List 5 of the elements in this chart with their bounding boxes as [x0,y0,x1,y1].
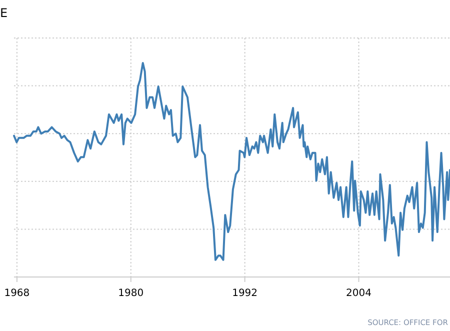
x-tick-label: 1992 [232,288,258,299]
chart-title: E [0,6,8,20]
x-tick-label: 1968 [4,288,30,299]
x-tick-label: 1980 [118,288,144,299]
x-tick-label: 2004 [346,288,372,299]
